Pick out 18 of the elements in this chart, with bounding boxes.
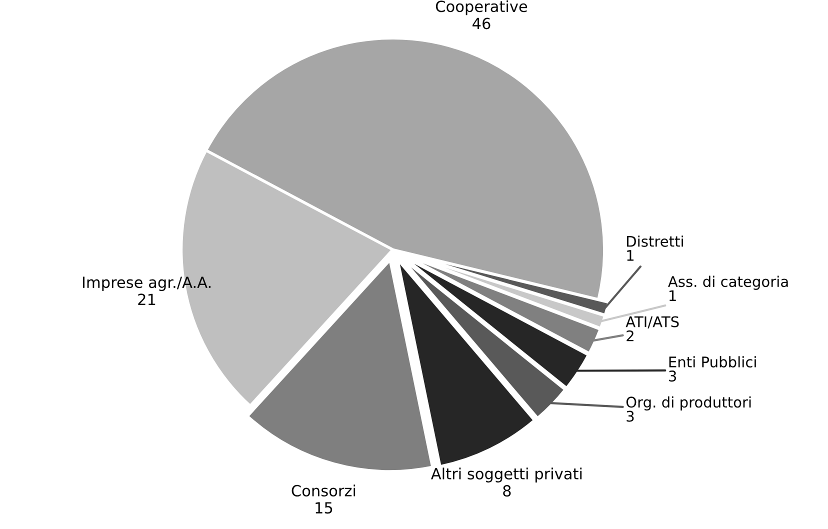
slice-label: Ass. di categoria xyxy=(668,276,788,290)
slice-label: ATI/ATS xyxy=(626,316,679,328)
slice-label: Imprese agr./A.A. xyxy=(82,276,210,292)
data-label: 8 xyxy=(503,485,511,497)
data-label: 3 xyxy=(669,370,676,382)
slice-label: Distretti xyxy=(627,236,683,247)
slice-label: Enti Pubblici xyxy=(669,356,756,368)
slice-label: Cooperative xyxy=(436,0,528,16)
data-label: 3 xyxy=(626,410,634,422)
slice-label: Consorzi xyxy=(292,484,356,496)
data-label: 21 xyxy=(138,294,156,305)
data-label: 1 xyxy=(670,290,676,301)
data-label: 2 xyxy=(626,330,634,342)
data-label: 46 xyxy=(472,18,490,30)
slice-label: Org. di produttori xyxy=(626,396,751,411)
data-label: 1 xyxy=(627,250,634,261)
data-label: 15 xyxy=(316,502,332,514)
slice-label: Altri soggetti privati xyxy=(430,468,582,482)
